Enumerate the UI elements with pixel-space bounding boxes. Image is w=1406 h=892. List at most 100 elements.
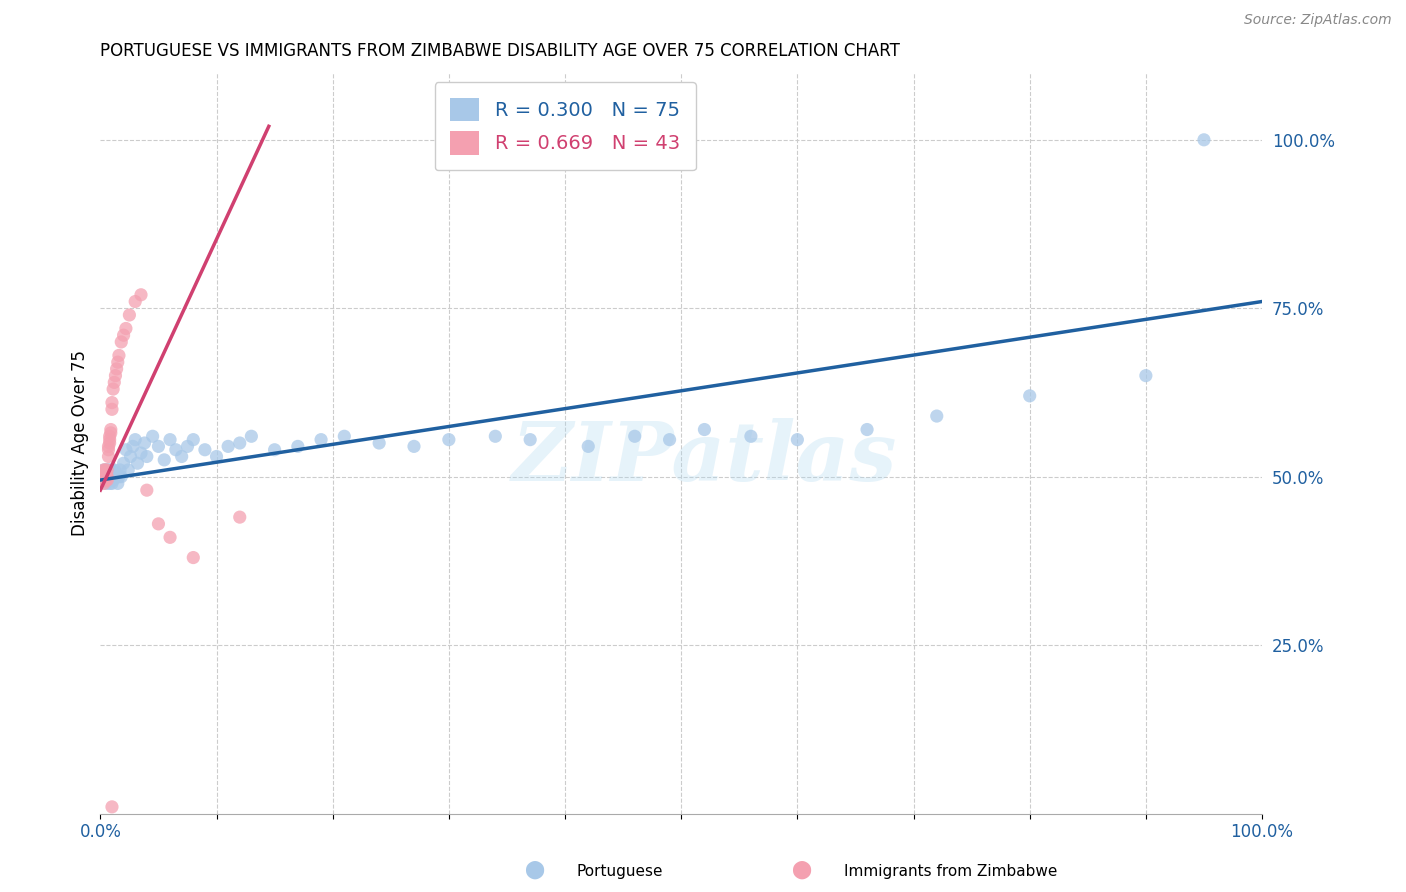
- Text: PORTUGUESE VS IMMIGRANTS FROM ZIMBABWE DISABILITY AGE OVER 75 CORRELATION CHART: PORTUGUESE VS IMMIGRANTS FROM ZIMBABWE D…: [100, 42, 900, 60]
- Point: [205, 450, 228, 464]
- Point: [93, 463, 115, 477]
- Point: [96, 476, 118, 491]
- Point: [170, 450, 193, 464]
- Point: [519, 433, 541, 447]
- Point: [90, 469, 112, 483]
- Point: [97, 439, 120, 453]
- Point: [105, 467, 128, 481]
- Point: [96, 467, 118, 481]
- Point: [437, 433, 460, 447]
- Point: [94, 473, 117, 487]
- Point: [134, 436, 156, 450]
- Point: [1018, 389, 1040, 403]
- Point: [94, 467, 117, 481]
- Point: [217, 439, 239, 453]
- Point: [110, 334, 132, 349]
- Point: [129, 287, 152, 301]
- Point: [153, 453, 176, 467]
- Text: ⬤: ⬤: [792, 860, 811, 879]
- Text: Source: ZipAtlas.com: Source: ZipAtlas.com: [1244, 13, 1392, 28]
- Point: [98, 463, 121, 477]
- Point: [484, 429, 506, 443]
- Point: [96, 467, 118, 481]
- Point: [103, 463, 125, 477]
- Point: [101, 476, 124, 491]
- Point: [333, 429, 356, 443]
- Point: [101, 473, 124, 487]
- Point: [117, 463, 139, 477]
- Point: [856, 423, 879, 437]
- Point: [1192, 133, 1215, 147]
- Point: [100, 423, 122, 437]
- Point: [96, 469, 118, 483]
- Point: [148, 439, 170, 453]
- Point: [229, 510, 252, 524]
- Point: [96, 463, 118, 477]
- Point: [101, 800, 124, 814]
- Point: [91, 473, 114, 487]
- Text: Immigrants from Zimbabwe: Immigrants from Zimbabwe: [844, 863, 1057, 879]
- Point: [309, 433, 332, 447]
- Point: [101, 402, 124, 417]
- Point: [93, 463, 115, 477]
- Text: Portuguese: Portuguese: [576, 863, 664, 879]
- Point: [165, 442, 187, 457]
- Point: [159, 530, 181, 544]
- Point: [263, 442, 285, 457]
- Point: [693, 423, 716, 437]
- Point: [96, 473, 118, 487]
- Point: [96, 469, 118, 483]
- Point: [103, 376, 125, 390]
- Point: [94, 467, 117, 481]
- Point: [96, 473, 118, 487]
- Point: [112, 456, 135, 470]
- Point: [176, 439, 198, 453]
- Point: [148, 516, 170, 531]
- Point: [124, 294, 146, 309]
- Point: [101, 469, 124, 483]
- Point: [240, 429, 263, 443]
- Point: [101, 463, 124, 477]
- Point: [104, 368, 127, 383]
- Point: [97, 469, 120, 483]
- Point: [108, 463, 131, 477]
- Point: [115, 321, 138, 335]
- Point: [107, 476, 129, 491]
- Point: [135, 450, 157, 464]
- Point: [100, 425, 122, 440]
- Point: [124, 433, 146, 447]
- Point: [108, 469, 131, 483]
- Point: [107, 355, 129, 369]
- Point: [740, 429, 762, 443]
- Point: [925, 409, 948, 423]
- Point: [96, 463, 118, 477]
- Point: [181, 433, 204, 447]
- Text: ⬤: ⬤: [524, 860, 544, 879]
- Point: [93, 476, 115, 491]
- Point: [127, 456, 149, 470]
- Point: [100, 469, 122, 483]
- Point: [194, 442, 217, 457]
- Point: [96, 469, 118, 483]
- Point: [142, 429, 165, 443]
- Point: [91, 467, 114, 481]
- Point: [101, 382, 124, 396]
- Point: [287, 439, 309, 453]
- Point: [97, 467, 120, 481]
- Point: [129, 446, 152, 460]
- Point: [98, 436, 121, 450]
- Point: [159, 433, 181, 447]
- Point: [112, 328, 135, 343]
- Point: [98, 433, 121, 447]
- Point: [108, 348, 131, 362]
- Point: [96, 463, 118, 477]
- Text: ZIPatlas: ZIPatlas: [512, 417, 897, 498]
- Point: [97, 442, 120, 457]
- Point: [658, 433, 681, 447]
- Point: [98, 476, 121, 491]
- Point: [110, 469, 132, 483]
- Point: [229, 436, 252, 450]
- Point: [402, 439, 425, 453]
- Point: [98, 469, 121, 483]
- Y-axis label: Disability Age Over 75: Disability Age Over 75: [72, 350, 89, 536]
